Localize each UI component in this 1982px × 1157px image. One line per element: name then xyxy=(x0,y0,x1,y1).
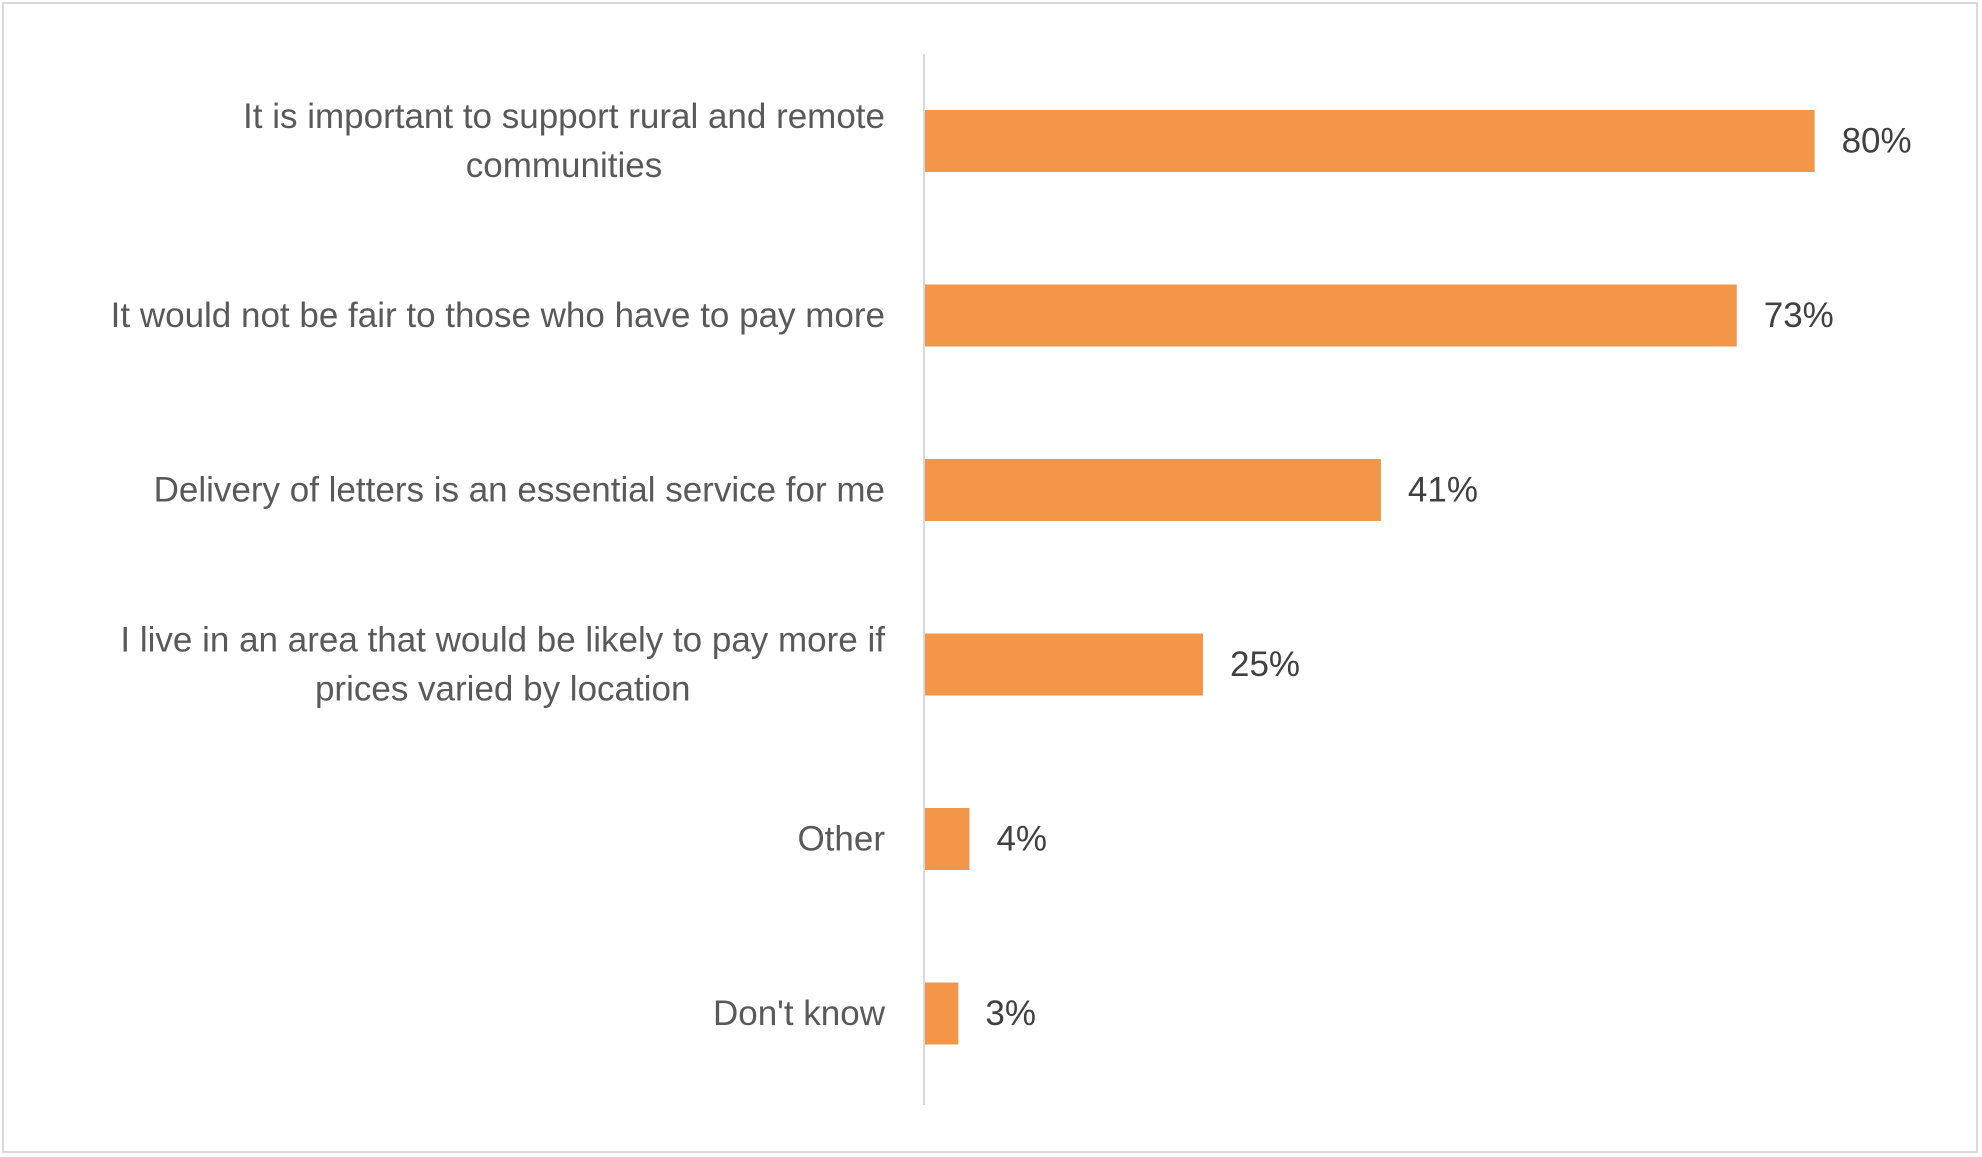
category-label-2: Delivery of letters is an essential serv… xyxy=(154,471,885,510)
bar-5 xyxy=(925,982,959,1045)
category-label-line: Delivery of letters is an essential serv… xyxy=(154,471,885,510)
bars-layer xyxy=(925,110,1815,1045)
category-label-4: Other xyxy=(797,820,885,859)
category-label-0: It is important to support rural and rem… xyxy=(243,97,885,185)
data-label-2: 41% xyxy=(1408,471,1478,510)
category-label-1: It would not be fair to those who have t… xyxy=(111,296,885,335)
category-label-line: prices varied by location xyxy=(315,670,690,709)
bar-4 xyxy=(925,808,970,870)
bar-3 xyxy=(925,633,1203,696)
category-label-3: I live in an area that would be likely t… xyxy=(120,621,885,709)
category-labels: It is important to support rural and rem… xyxy=(111,97,886,1033)
bar-0 xyxy=(925,110,1815,172)
data-label-0: 80% xyxy=(1842,122,1912,161)
bar-2 xyxy=(925,459,1381,521)
category-label-line: Don't know xyxy=(713,994,886,1033)
category-label-line: I live in an area that would be likely t… xyxy=(120,621,885,660)
bar-1 xyxy=(925,284,1737,347)
data-label-3: 25% xyxy=(1230,645,1300,684)
data-labels: 80% 73% 41% 25% 4% 3% xyxy=(985,122,1911,1034)
category-label-line: Other xyxy=(797,820,885,859)
category-label-line: communities xyxy=(466,146,662,185)
data-label-5: 3% xyxy=(985,994,1036,1033)
data-label-1: 73% xyxy=(1764,296,1834,335)
data-label-4: 4% xyxy=(996,820,1047,859)
category-label-line: It would not be fair to those who have t… xyxy=(111,296,885,335)
category-label-5: Don't know xyxy=(713,994,886,1033)
bar-chart: It is important to support rural and rem… xyxy=(111,54,1912,1105)
category-label-line: It is important to support rural and rem… xyxy=(243,97,885,136)
